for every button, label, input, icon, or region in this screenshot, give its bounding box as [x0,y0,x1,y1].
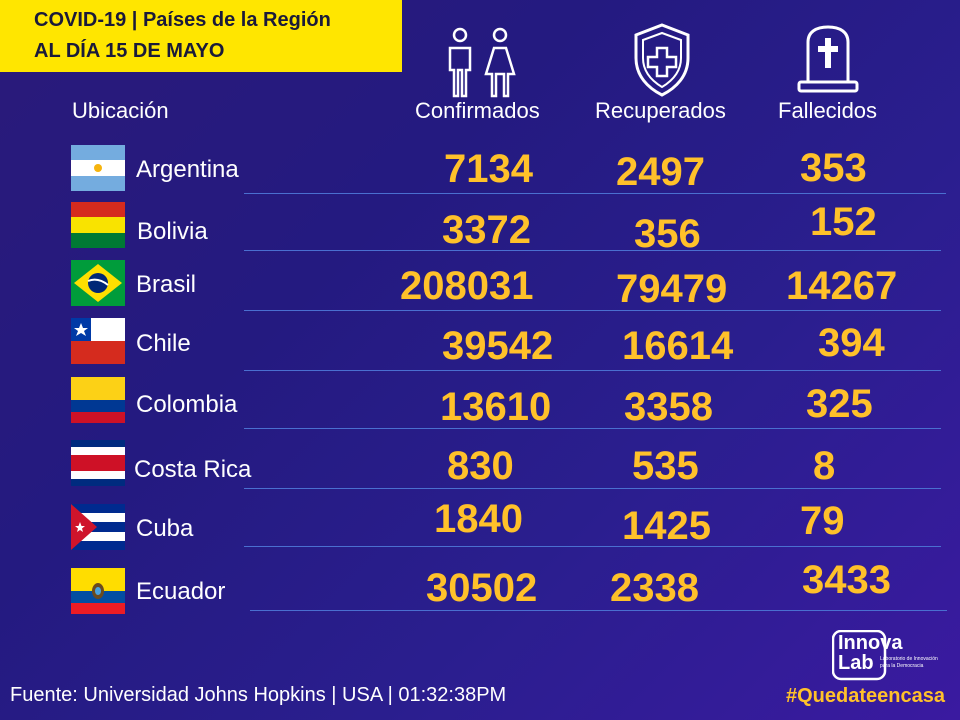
tombstone-icon [797,25,859,93]
flag-brasil-icon [71,260,125,306]
country-name: Ecuador [136,578,226,605]
country-name: Bolivia [137,218,208,245]
header-location: Ubicación [72,98,169,123]
confirmed-value: 39542 [442,324,554,368]
deceased-value: 14267 [786,264,898,308]
country-name: Argentina [136,156,239,183]
shield-cross-icon [634,23,690,97]
country-name: Chile [136,330,191,357]
recovered-value: 1425 [622,504,711,548]
confirmed-value: 208031 [400,264,534,308]
country-name: Colombia [136,391,238,418]
recovered-value: 535 [632,444,699,488]
header-deceased: Fallecidos [778,98,878,123]
recovered-value: 2338 [610,566,699,610]
flag-bolivia-icon [71,202,125,248]
logo-text-lab: Lab [838,652,874,674]
page-subtitle: AL DÍA 15 DE MAYO [34,40,225,62]
innova-lab-logo: Innova Lab Laboratorio de Innovación par… [832,630,952,682]
logo-tagline: para la Democracia [880,663,924,669]
recovered-value: 356 [634,212,701,256]
title-banner: COVID-19 | Países de la Región AL DÍA 15… [0,0,402,72]
flag-costa-rica-icon [71,440,125,486]
deceased-value: 394 [818,321,885,365]
recovered-value: 79479 [616,267,728,311]
row-divider [244,488,941,489]
recovered-value: 2497 [616,150,705,194]
country-name: Cuba [136,515,194,542]
header-recovered: Recuperados [595,98,726,123]
flag-colombia-icon [71,377,125,423]
row-divider [244,193,946,194]
row-divider [244,546,941,547]
flag-argentina-icon [71,145,125,191]
flag-chile-icon [71,318,125,364]
deceased-value: 325 [806,382,873,426]
hashtag: #Quedateencasa [786,685,945,707]
deceased-value: 3433 [802,558,891,602]
confirmed-value: 3372 [442,208,531,252]
row-divider [244,250,941,251]
flag-ecuador-icon [71,568,125,614]
row-divider [244,310,941,311]
row-divider [244,370,941,371]
confirmed-value: 830 [447,444,514,488]
row-divider [250,610,947,611]
confirmed-value: 7134 [444,147,533,191]
people-icon [448,27,516,98]
page-title: COVID-19 | Países de la Región [34,9,331,31]
recovered-value: 3358 [624,385,713,429]
logo-text-innova: Innova [838,632,903,654]
deceased-value: 8 [813,444,836,488]
recovered-value: 16614 [622,324,734,368]
country-name: Costa Rica [134,456,252,483]
header-confirmed: Confirmados [415,98,540,123]
confirmed-value: 13610 [440,385,552,429]
confirmed-value: 30502 [426,566,538,610]
deceased-value: 79 [800,499,845,543]
confirmed-value: 1840 [434,497,523,541]
deceased-value: 353 [800,146,867,190]
country-name: Brasil [136,271,197,298]
source-footer: Fuente: Universidad Johns Hopkins | USA … [10,684,507,706]
deceased-value: 152 [810,200,877,244]
row-divider [244,428,941,429]
logo-tagline: Laboratorio de Innovación [880,656,938,662]
flag-cuba-icon [71,504,125,550]
